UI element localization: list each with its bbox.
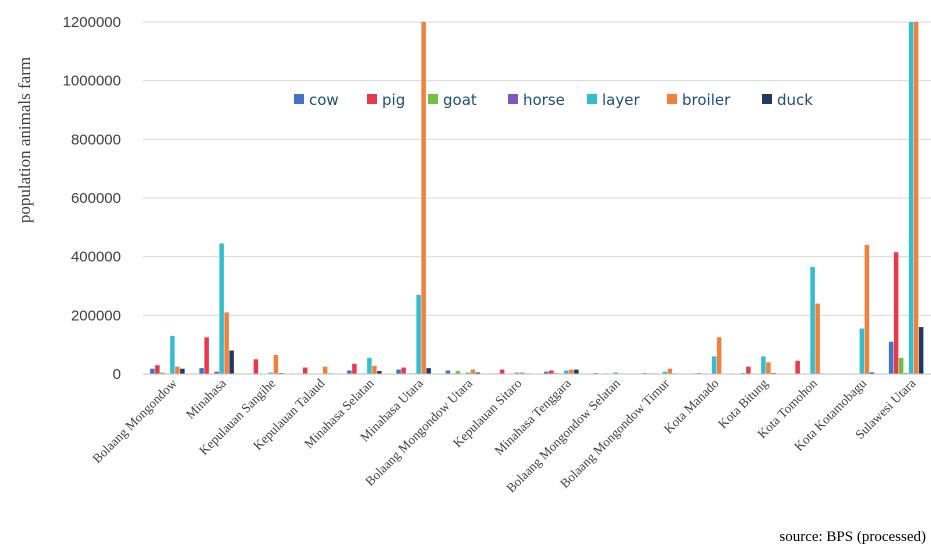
bar-pig xyxy=(795,360,800,374)
bar-layer xyxy=(859,328,865,374)
bar-duck xyxy=(918,327,924,374)
bar-cow xyxy=(544,371,549,374)
bar-layer xyxy=(613,372,618,374)
bar-duck xyxy=(426,368,431,374)
legend-swatch-horse xyxy=(508,94,518,104)
bar-broiler xyxy=(273,354,279,374)
legend-label-pig: pig xyxy=(382,91,405,109)
bar-broiler xyxy=(864,244,870,374)
legend-label-layer: layer xyxy=(602,91,640,109)
bar-pig xyxy=(155,365,160,374)
bar-layer xyxy=(514,372,520,374)
bar-broiler xyxy=(224,312,229,374)
y-tick-label: 400000 xyxy=(71,249,121,266)
bar-goat xyxy=(160,372,165,374)
bar-broiler xyxy=(175,366,180,374)
bar-duck xyxy=(180,368,185,374)
legend-label-cow: cow xyxy=(309,91,339,109)
bar-horse xyxy=(214,371,219,374)
bar-pig xyxy=(499,369,505,374)
y-tick-label: 0 xyxy=(113,366,121,383)
bar-layer xyxy=(465,372,471,374)
legend-label-duck: duck xyxy=(777,91,813,109)
bar-broiler xyxy=(519,372,525,374)
bar-pig xyxy=(302,367,308,374)
y-tick-label: 600000 xyxy=(71,190,121,207)
bar-layer xyxy=(416,294,421,374)
bar-layer xyxy=(908,22,914,374)
bar-pig xyxy=(253,359,259,374)
bar-duck xyxy=(475,372,481,374)
bar-duck xyxy=(869,372,875,374)
legend-swatch-layer xyxy=(587,94,597,104)
legend-swatch-goat xyxy=(428,94,438,104)
bar-pig xyxy=(746,366,751,374)
legend-label-horse: horse xyxy=(523,91,565,109)
bar-broiler xyxy=(766,362,771,374)
bar-cow xyxy=(888,341,894,374)
y-axis-label: population animals farm xyxy=(15,57,34,223)
y-tick-labels: 0 200000 400000 600000 800000 1000000 1200000 xyxy=(63,14,121,383)
bar-broiler xyxy=(322,366,328,374)
bar-layer xyxy=(219,243,224,374)
y-tick-label: 800000 xyxy=(71,131,121,148)
bar-cow xyxy=(150,368,155,374)
category-label: Minahasa xyxy=(183,375,230,422)
bar-broiler xyxy=(470,369,476,374)
legend-label-broiler: broiler xyxy=(682,91,731,109)
bar-cow xyxy=(445,370,451,374)
bar-broiler xyxy=(569,369,574,374)
bar-duck xyxy=(229,350,234,374)
bar-layer xyxy=(564,370,569,374)
y-gridlines xyxy=(143,21,931,316)
bar-broiler xyxy=(421,22,426,374)
bar-pig xyxy=(549,370,554,374)
legend-swatch-duck xyxy=(762,94,772,104)
bar-broiler xyxy=(815,303,820,374)
bar-duck xyxy=(574,369,579,374)
legend-swatch-broiler xyxy=(667,94,677,104)
bar-layer xyxy=(662,371,668,374)
source-note: source: BPS (processed) xyxy=(779,529,926,545)
legend-swatch-pig xyxy=(367,94,377,104)
bar-layer xyxy=(170,335,175,374)
legend-label-goat: goat xyxy=(443,91,477,109)
bar-duck xyxy=(377,371,382,374)
bar-layer xyxy=(810,266,815,374)
bar-cow xyxy=(347,370,352,374)
legend-swatch-cow xyxy=(294,94,304,104)
bar-goat xyxy=(455,371,461,374)
y-tick-label: 1200000 xyxy=(63,14,121,31)
bar-goat xyxy=(898,357,904,374)
bar-broiler xyxy=(716,337,722,374)
bar-pig xyxy=(204,337,209,374)
bar-pig xyxy=(893,252,899,374)
bar-layer xyxy=(761,356,766,374)
bar-cow xyxy=(396,369,401,374)
category-label: Bolaang Mongondow xyxy=(89,375,180,466)
bar-layer xyxy=(711,356,717,374)
bar-pig xyxy=(352,363,357,374)
legend: cow pig goat horse layer broiler duck xyxy=(294,91,813,109)
bar-cow xyxy=(199,368,204,374)
bar-layer xyxy=(367,357,372,374)
bar-layer xyxy=(268,372,274,374)
bars xyxy=(150,22,924,374)
y-tick-label: 200000 xyxy=(71,307,121,324)
bar-pig xyxy=(401,367,406,374)
bar-broiler xyxy=(913,22,919,374)
bar-broiler xyxy=(667,368,673,374)
bar-broiler xyxy=(372,365,377,374)
y-tick-label: 1000000 xyxy=(63,73,121,90)
